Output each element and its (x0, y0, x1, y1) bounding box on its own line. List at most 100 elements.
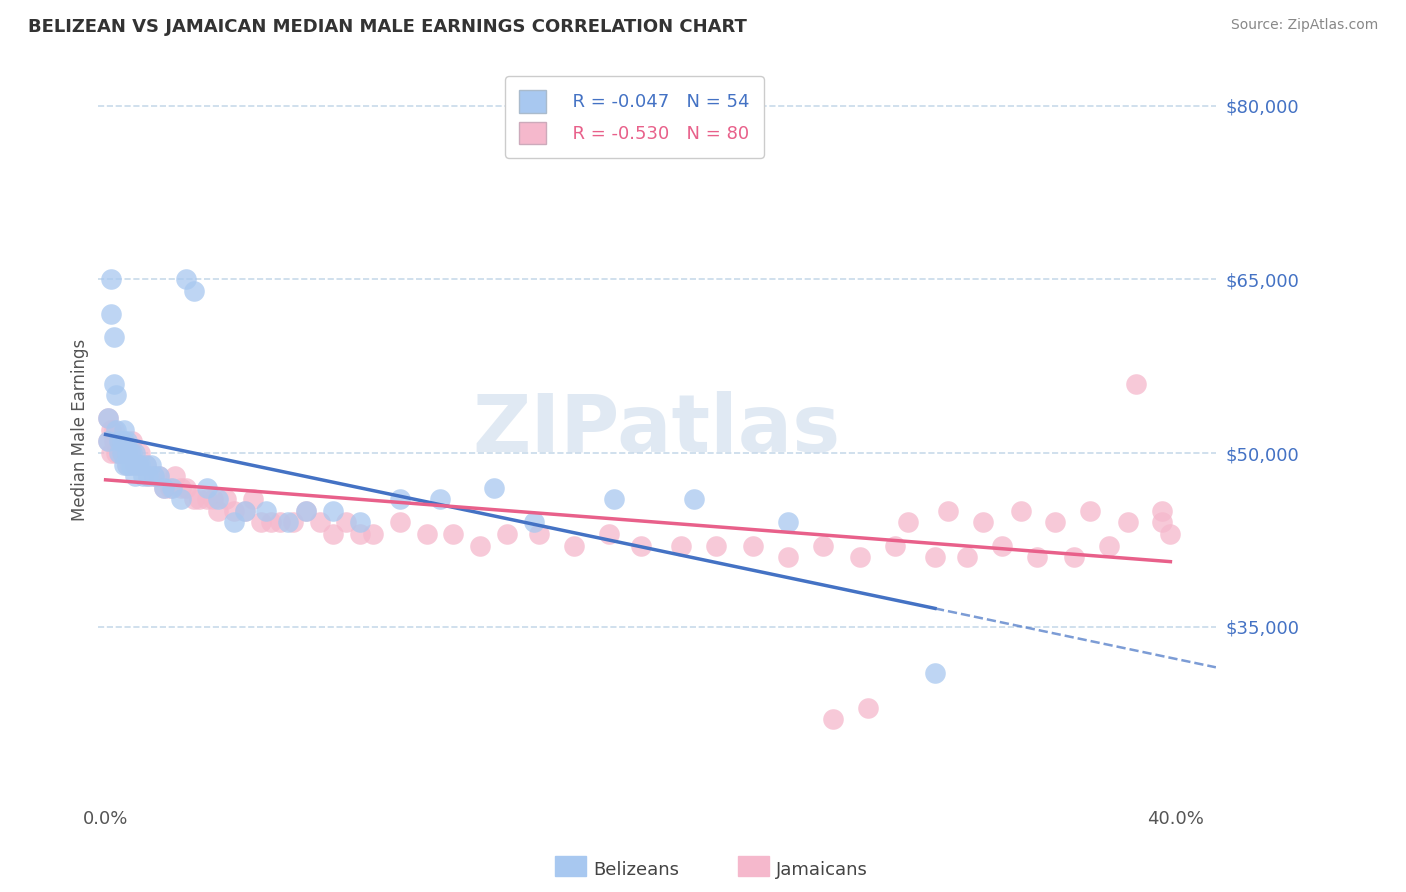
Point (103, 330, 125, 344)
Point (991, 539, 1014, 553)
Point (183, 284, 205, 298)
Point (118, 446, 141, 460)
Point (441, 527, 464, 541)
Point (811, 539, 834, 553)
Point (669, 539, 692, 553)
Point (124, 458, 146, 472)
Point (1116, 516, 1139, 530)
Point (924, 665, 946, 680)
Point (260, 516, 283, 530)
Text: BELIZEAN VS JAMAICAN MEDIAN MALE EARNINGS CORRELATION CHART: BELIZEAN VS JAMAICAN MEDIAN MALE EARNING… (28, 18, 747, 36)
Point (142, 469, 165, 483)
Point (630, 539, 652, 553)
Point (105, 388, 128, 402)
Point (295, 504, 318, 518)
Point (938, 504, 960, 518)
Point (849, 550, 872, 565)
Point (388, 492, 411, 507)
Point (108, 446, 131, 460)
Point (108, 434, 131, 449)
Point (112, 458, 135, 472)
Point (129, 446, 152, 460)
Point (148, 469, 170, 483)
Point (121, 446, 143, 460)
Point (97, 411, 120, 425)
Point (482, 481, 505, 495)
Point (470, 539, 492, 553)
Point (1025, 550, 1047, 565)
Point (159, 481, 181, 495)
Point (118, 458, 141, 472)
Point (105, 423, 128, 437)
Point (523, 516, 546, 530)
Point (1063, 550, 1085, 565)
Point (972, 516, 994, 530)
Point (254, 504, 277, 518)
Point (349, 516, 371, 530)
Point (429, 492, 451, 507)
Point (281, 516, 304, 530)
Point (776, 550, 799, 565)
Point (207, 504, 229, 518)
Point (142, 469, 165, 483)
Point (1045, 516, 1067, 530)
Point (138, 469, 160, 483)
Point (349, 527, 371, 541)
Point (1078, 504, 1101, 518)
Point (388, 516, 411, 530)
Point (127, 458, 149, 472)
Point (169, 492, 191, 507)
Point (103, 376, 125, 391)
Point (195, 492, 218, 507)
Point (269, 516, 291, 530)
Point (1152, 504, 1174, 518)
Point (112, 434, 135, 449)
Point (924, 550, 946, 565)
Point (335, 516, 357, 530)
Point (100, 307, 122, 321)
Point (823, 712, 845, 726)
Point (169, 481, 191, 495)
Point (222, 516, 245, 530)
Point (215, 492, 238, 507)
Point (856, 700, 879, 714)
Point (103, 423, 125, 437)
Point (115, 458, 138, 472)
Point (233, 504, 256, 518)
Point (249, 516, 271, 530)
Point (153, 481, 176, 495)
Point (115, 446, 138, 460)
Point (201, 492, 224, 507)
Point (132, 469, 155, 483)
Point (115, 434, 138, 449)
Point (276, 516, 298, 530)
Point (188, 492, 211, 507)
Point (100, 446, 122, 460)
Point (598, 527, 620, 541)
Point (139, 458, 162, 472)
Point (1010, 504, 1032, 518)
Point (135, 458, 157, 472)
Point (108, 446, 131, 460)
Point (207, 492, 229, 507)
Point (361, 527, 384, 541)
Point (322, 527, 344, 541)
Point (1125, 376, 1147, 391)
Point (776, 516, 799, 530)
Point (742, 539, 765, 553)
Point (322, 504, 344, 518)
Point (112, 446, 135, 460)
Point (97, 411, 120, 425)
Point (883, 539, 905, 553)
Point (1152, 516, 1174, 530)
Y-axis label: Median Male Earnings: Median Male Earnings (72, 339, 89, 521)
Point (111, 446, 134, 460)
Point (496, 527, 519, 541)
Point (97, 434, 120, 449)
Point (153, 481, 176, 495)
Point (148, 469, 170, 483)
Point (603, 492, 626, 507)
Legend:   R = -0.047   N = 54,   R = -0.530   N = 80: R = -0.047 N = 54, R = -0.530 N = 80 (505, 76, 763, 158)
Point (103, 434, 125, 449)
Point (97, 434, 120, 449)
